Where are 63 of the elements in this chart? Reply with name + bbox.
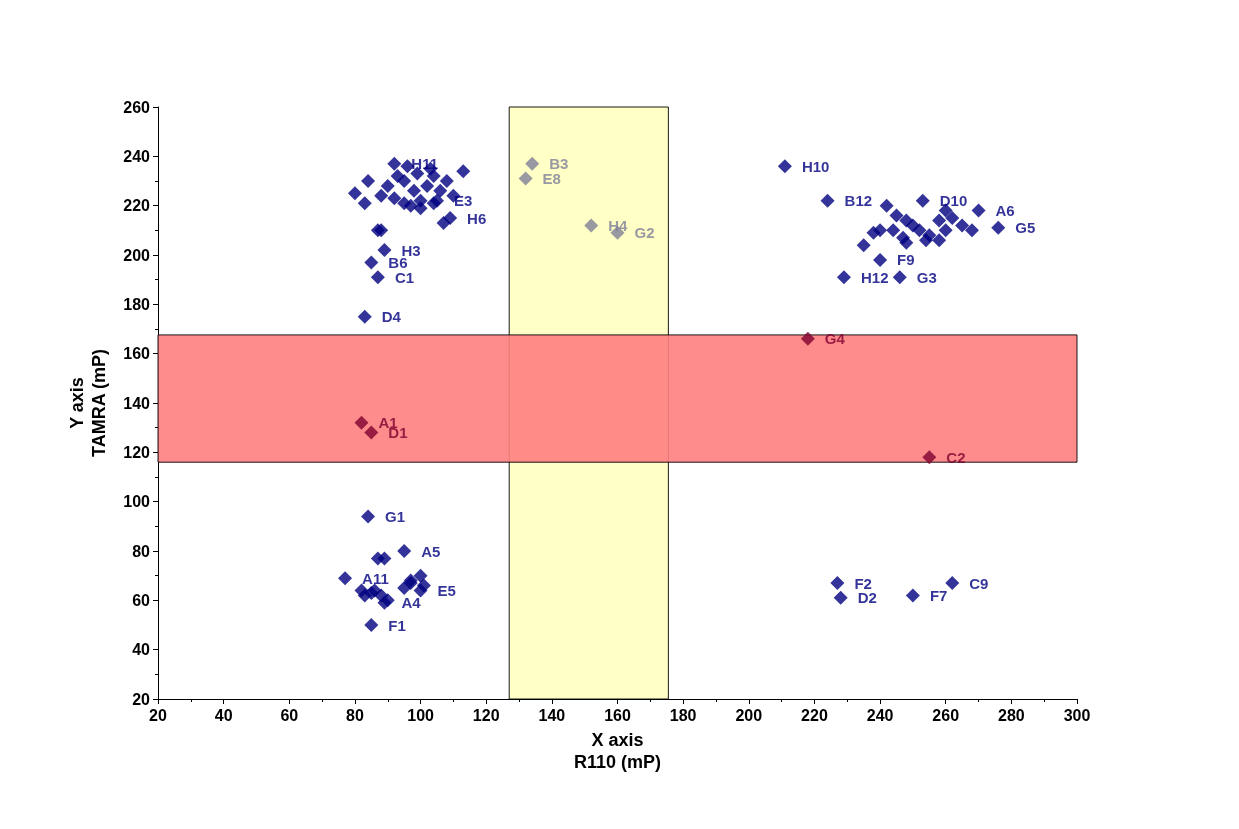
data-label: D4 xyxy=(381,308,402,326)
point xyxy=(922,450,937,465)
data-label: E5 xyxy=(437,581,456,599)
x-tick-label: 60 xyxy=(280,706,299,724)
x-tick-label: 120 xyxy=(472,706,500,724)
x-axis-title: X axis R110 (mP) xyxy=(573,730,662,772)
x-tick-label: 100 xyxy=(407,706,435,724)
y-axis-title: Y axis TAMRA (mP) xyxy=(67,349,109,457)
y-tick-label: 60 xyxy=(132,591,151,609)
x-tick-label: 300 xyxy=(1063,706,1091,724)
data-label: F9 xyxy=(897,251,915,269)
data-label: A11 xyxy=(362,569,389,587)
data-label: E3 xyxy=(453,192,473,210)
point xyxy=(800,331,815,346)
data-label: G5 xyxy=(1015,219,1036,237)
y-tick-label: 180 xyxy=(123,295,151,313)
data-label: B3 xyxy=(549,155,569,173)
x-tick-label: 20 xyxy=(149,706,167,724)
y-tick-label: 40 xyxy=(132,641,151,659)
data-label: D10 xyxy=(939,192,968,210)
x-tick-label: 220 xyxy=(801,706,828,724)
x-tick-label: 240 xyxy=(866,706,894,724)
y-tick-label: 80 xyxy=(132,542,151,560)
data-label: C1 xyxy=(394,268,415,286)
data-label: G3 xyxy=(916,268,937,286)
point xyxy=(354,415,369,430)
y-tick-label: 120 xyxy=(123,443,151,461)
y-tick-label: 240 xyxy=(123,147,151,165)
x-tick-label: 260 xyxy=(932,706,960,724)
data-label: A6 xyxy=(995,202,1015,220)
point xyxy=(525,156,540,171)
data-label: F7 xyxy=(929,586,948,604)
y-tick-label: 100 xyxy=(123,493,151,511)
data-label: C9 xyxy=(969,574,989,592)
x-tick-label: 180 xyxy=(669,706,697,724)
data-label: H6 xyxy=(467,209,487,227)
x-tick-label: 80 xyxy=(346,706,364,724)
data-label: G1 xyxy=(385,507,406,525)
x-tick-label: 160 xyxy=(604,706,631,724)
y-tick-label: 220 xyxy=(123,197,151,215)
x-tick-label: 280 xyxy=(998,706,1025,724)
data-label: F2 xyxy=(854,574,872,592)
point xyxy=(518,171,533,186)
y-tick-label: 160 xyxy=(123,345,151,363)
data-label: D2 xyxy=(857,589,877,607)
point xyxy=(584,218,599,233)
data-label: H4 xyxy=(608,216,629,234)
data-label: F1 xyxy=(388,616,406,634)
y-tick-label: 200 xyxy=(123,246,151,264)
data-label: H12 xyxy=(860,268,889,286)
data-label: B12 xyxy=(844,192,873,210)
y-tick-label: 140 xyxy=(123,394,151,412)
x-tick-label: 200 xyxy=(735,706,763,724)
data-label: E8 xyxy=(542,170,561,188)
y-tick-label: 20 xyxy=(132,690,151,708)
y-tick-label: 260 xyxy=(123,98,151,116)
data-label: A5 xyxy=(421,542,441,560)
x-tick-label: 140 xyxy=(538,706,566,724)
x-tick-label: 40 xyxy=(214,706,233,724)
data-label: A4 xyxy=(401,594,422,612)
data-label: H10 xyxy=(801,157,830,175)
data-label: G2 xyxy=(634,224,655,242)
point xyxy=(364,425,379,440)
